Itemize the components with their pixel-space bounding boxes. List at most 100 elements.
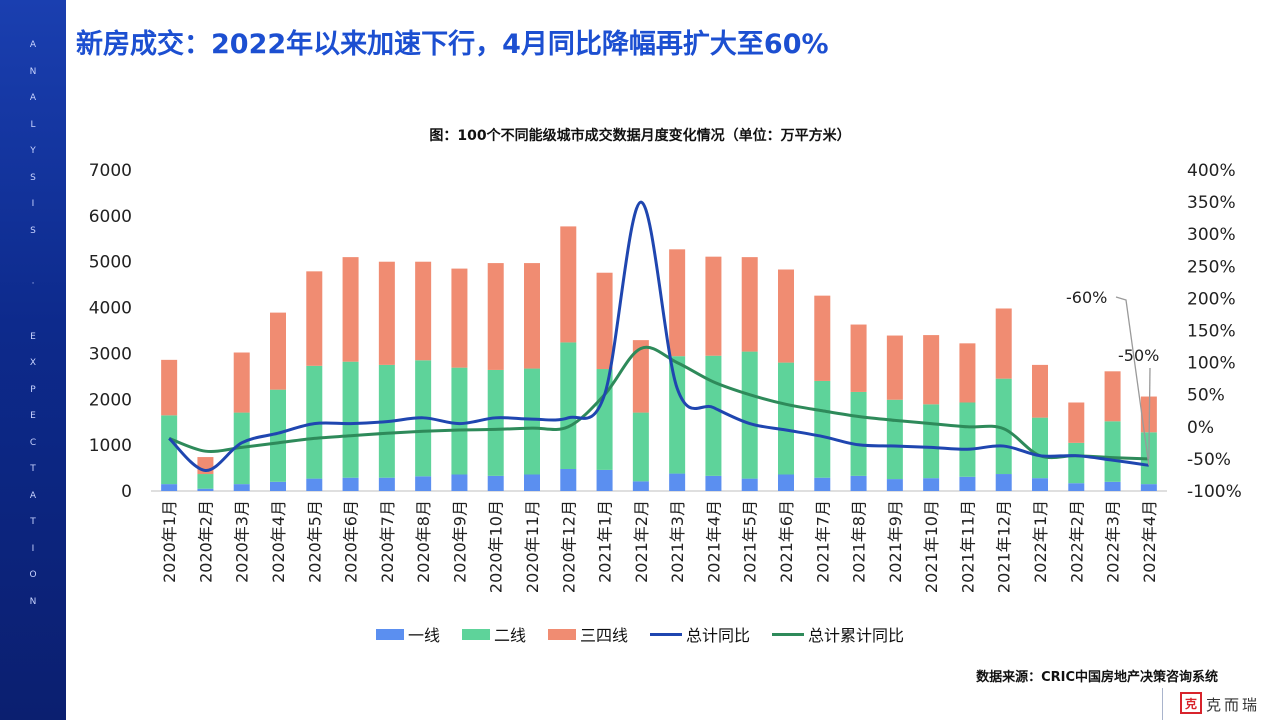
bar-tier1 (487, 475, 504, 491)
bar-tier34 (451, 268, 468, 368)
legend-label-tier34: 三四线 (579, 626, 628, 645)
bar-tier2 (632, 412, 649, 482)
x-tick-label: 2020年8月 (414, 500, 433, 583)
sidebar-letter: I (31, 543, 35, 554)
legend-item-cum-yoy: 总计累计同比 (772, 622, 904, 646)
bar-tier34 (342, 257, 359, 362)
bar-tier1 (923, 478, 940, 491)
page-title: 新房成交：2022年以来加速下行，4月同比降幅再扩大至60% (76, 29, 829, 60)
x-tick-label: 2022年1月 (1031, 500, 1050, 583)
bar-tier34 (415, 261, 432, 361)
legend-swatch-yoy (650, 632, 682, 636)
logo-mark: 克 (1180, 692, 1202, 714)
bar-tier1 (886, 479, 903, 491)
bar-tier2 (814, 380, 831, 478)
legend-item-yoy: 总计同比 (650, 622, 750, 646)
bar-tier2 (850, 391, 867, 476)
sidebar-letter: N (29, 66, 37, 77)
bar-tier1 (995, 474, 1012, 491)
annotation-leader-line (1148, 367, 1151, 459)
bar-tier34 (270, 312, 286, 390)
sidebar-band (0, 0, 66, 720)
legend-item-tier2: 二线 (461, 622, 526, 646)
x-tick-label: 2020年9月 (450, 500, 469, 583)
logo-text: 克而瑞 (1206, 696, 1261, 714)
y-right-tick-label: 200% (1187, 289, 1236, 309)
bar-tier2 (995, 378, 1012, 475)
bar-tier1 (596, 469, 613, 491)
x-tick-label: 2021年5月 (741, 500, 760, 583)
bar-tier2 (161, 415, 178, 485)
bar-tier1 (560, 468, 577, 491)
x-tick-label: 2021年8月 (850, 500, 869, 583)
y-left-tick-label: 3000 (89, 344, 132, 364)
x-tick-label: 2020年10月 (487, 500, 506, 593)
bar-tier2 (342, 361, 359, 478)
sidebar-letter: A (29, 40, 37, 50)
y-left-tick-label: 2000 (89, 390, 132, 410)
bar-tier1 (1140, 484, 1157, 491)
bar-tier34 (705, 256, 722, 356)
bar-tier2 (959, 402, 976, 477)
x-tick-label: 2021年12月 (995, 500, 1014, 593)
x-tick-label: 2020年3月 (233, 500, 252, 583)
bar-tier2 (524, 368, 540, 475)
bar-tier1 (524, 474, 540, 491)
y-right-tick-label: 150% (1187, 322, 1236, 342)
annotation-label: -60% (1066, 288, 1107, 307)
x-tick-label: 2020年2月 (196, 500, 215, 583)
y-left-tick-label: 4000 (89, 299, 132, 319)
bar-tier34 (669, 249, 686, 357)
bar-tier1 (669, 473, 686, 491)
bar-tier1 (1104, 481, 1121, 491)
bar-tier2 (669, 356, 686, 474)
y-right-tick-label: 100% (1187, 354, 1236, 374)
annotation-label: -50% (1118, 346, 1159, 365)
legend-label-cum-yoy: 总计累计同比 (808, 626, 905, 645)
bar-tier34 (378, 261, 395, 365)
x-tick-label: 2020年12月 (559, 500, 578, 593)
bar-tier1 (1032, 478, 1048, 491)
x-tick-label: 2020年4月 (269, 500, 288, 583)
bar-tier1 (705, 475, 722, 491)
bar-tier34 (850, 324, 867, 392)
y-left-tick-label: 7000 (89, 161, 132, 181)
x-tick-label: 2020年6月 (342, 500, 361, 583)
y-right-tick-label: -50% (1187, 450, 1231, 470)
bar-tier34 (923, 335, 940, 405)
bar-tier1 (415, 476, 432, 491)
x-tick-label: 2021年10月 (922, 500, 941, 593)
bar-tier1 (233, 484, 250, 491)
bar-tier34 (524, 263, 540, 369)
line-cumulative-yoy (168, 345, 1149, 461)
legend-swatch-cum-yoy (772, 632, 805, 636)
sidebar-letter: A (29, 93, 37, 103)
bar-tier1 (270, 481, 286, 491)
bar-tier34 (306, 271, 323, 366)
bar-tier2 (1104, 421, 1121, 482)
line-total-yoy (168, 200, 1150, 472)
bar-tier2 (451, 367, 468, 475)
bar-tier1 (778, 474, 794, 491)
x-tick-label: 2020年7月 (378, 500, 397, 583)
sidebar-letter: E (30, 331, 36, 342)
sidebar-letter: N (29, 596, 37, 607)
legend-item-tier1: 一线 (375, 622, 440, 646)
bar-tier2 (487, 369, 504, 476)
bar-tier34 (596, 272, 613, 370)
y-right-tick-label: -100% (1187, 482, 1242, 502)
x-tick-label: 2021年1月 (596, 500, 615, 583)
bar-tier1 (451, 474, 468, 491)
y-left-tick-label: 1000 (89, 436, 132, 456)
y-right-tick-label: 50% (1187, 386, 1225, 406)
x-tick-label: 2022年4月 (1140, 500, 1159, 583)
bar-tier34 (1104, 371, 1121, 422)
x-tick-label: 2022年2月 (1067, 500, 1086, 583)
bar-tier1 (1068, 483, 1085, 491)
bar-tier2 (596, 369, 613, 470)
y-left-tick-label: 6000 (89, 207, 132, 227)
x-tick-label: 2021年11月 (958, 500, 977, 593)
bar-tier1 (378, 477, 395, 491)
sidebar-letter: X (29, 358, 37, 368)
